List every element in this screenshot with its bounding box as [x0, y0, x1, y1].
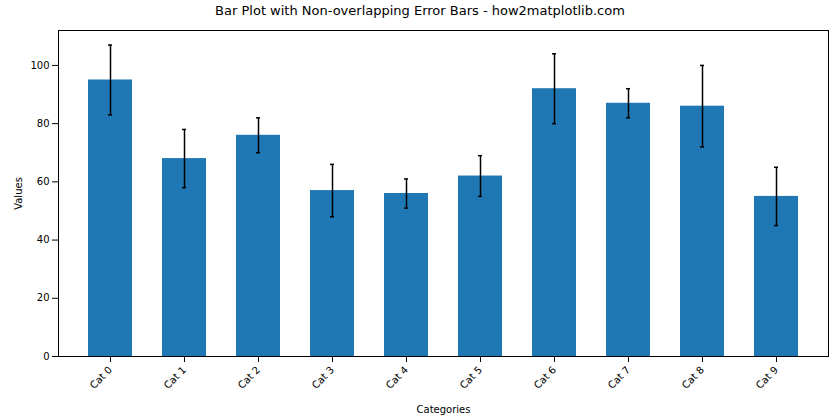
svg-text:Cat 6: Cat 6 [532, 364, 559, 391]
svg-text:20: 20 [37, 292, 50, 303]
svg-text:Cat 1: Cat 1 [162, 364, 189, 391]
svg-text:Cat 9: Cat 9 [754, 364, 781, 391]
svg-text:60: 60 [37, 176, 50, 187]
svg-text:Cat 8: Cat 8 [680, 364, 707, 391]
svg-text:Cat 5: Cat 5 [458, 364, 485, 391]
svg-text:Categories: Categories [417, 404, 471, 415]
svg-text:80: 80 [37, 118, 50, 129]
html-text:Bar Plot with Non-overlapping: Bar Plot with Non-overlapping Error Bars… [215, 3, 625, 18]
svg-text:40: 40 [37, 234, 50, 245]
svg-text:Cat 4: Cat 4 [384, 364, 411, 391]
svg-text:Values: Values [13, 177, 24, 210]
svg-text:0: 0 [43, 351, 49, 362]
svg-text:Cat 3: Cat 3 [310, 364, 337, 391]
svg-text:Cat 2: Cat 2 [236, 364, 263, 391]
svg-text:Cat 0: Cat 0 [88, 364, 115, 391]
svg-text:Cat 7: Cat 7 [606, 364, 633, 391]
svg-text:100: 100 [30, 60, 49, 71]
